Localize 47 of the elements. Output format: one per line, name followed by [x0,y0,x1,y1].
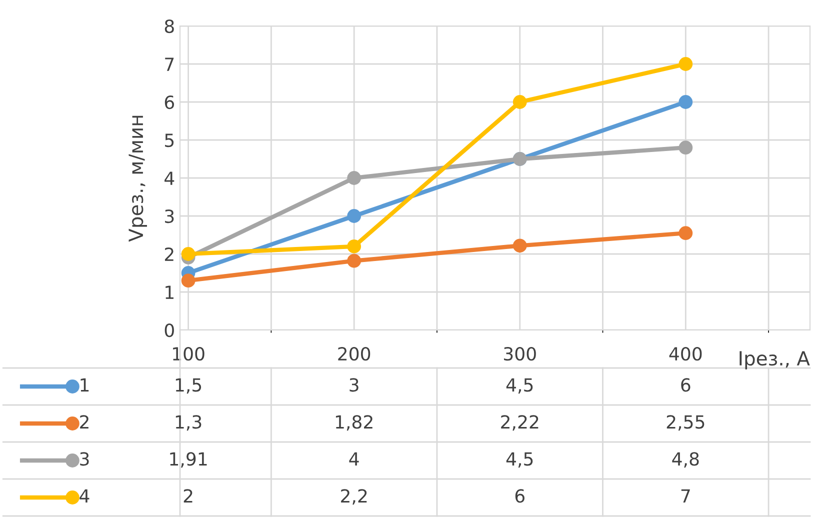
point [512,238,527,253]
data-label: 2,22 [501,415,538,431]
y-tick-label: 8 [164,19,174,34]
point [678,140,693,155]
x-tick-label: 100 [173,346,204,361]
legend-label: 4 [80,489,90,502]
data-label: 1,91 [170,452,207,468]
y-tick-label: 0 [164,323,174,338]
x-tick-label: 400 [669,346,702,361]
point [678,95,693,109]
point [347,171,362,185]
point [181,247,196,261]
data-label: 2 [184,489,192,502]
x-axis-title: Iрез., А [740,351,810,370]
y-tick-label: 3 [165,209,174,224]
data-label: 4,5 [506,452,533,468]
data-label: 4,8 [672,452,699,468]
point [347,239,362,254]
data-label: 2,2 [341,489,367,505]
data-label: 1,82 [336,415,372,431]
y-tick-label: 7 [165,58,174,71]
legend-label: 1 [80,378,89,392]
point [181,274,196,288]
y-axis-title: Vрез., м/мин [128,116,147,242]
point [512,95,527,109]
point [678,57,693,71]
y-tick-label: 5 [165,134,174,148]
data-label: 1,5 [176,378,202,394]
point [347,254,362,268]
y-tick-label: 2 [164,247,174,261]
data-label: 6 [515,489,524,503]
data-label: 1,3 [176,415,202,431]
legend-label: 2 [80,415,88,428]
data-label: 4,5 [506,378,533,394]
legend-label: 3 [80,452,89,466]
data-label: 2,55 [666,415,704,431]
y-tick-label: 6 [164,95,174,110]
x-tick-label: 200 [338,346,370,361]
data-label: 7 [681,489,690,502]
data-label: 3 [350,378,358,392]
y-tick-label: 1 [166,286,174,299]
x-tick-label: 300 [504,346,536,361]
y-tick-label: 4 [164,172,174,185]
data-label: 4 [349,452,359,466]
point [347,209,362,223]
point [678,226,693,240]
data-label: 6 [681,378,690,392]
